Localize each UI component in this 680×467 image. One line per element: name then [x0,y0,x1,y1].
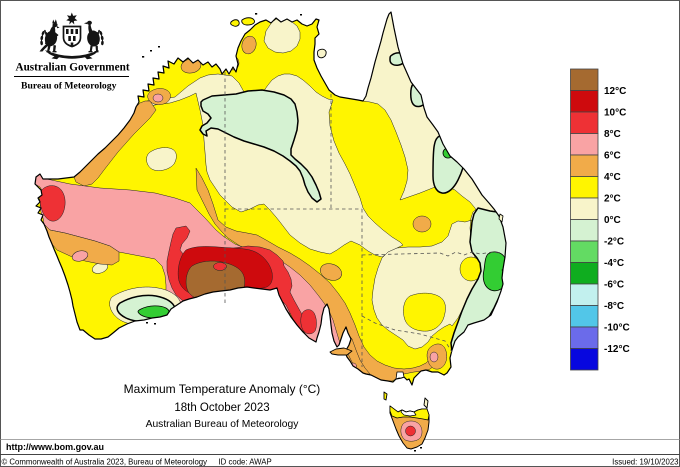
svg-text:2°C: 2°C [604,194,621,205]
svg-text:© Commonwealth of Australia 20: © Commonwealth of Australia 2023, Bureau… [2,458,208,467]
svg-text:18th October 2023: 18th October 2023 [174,402,269,414]
svg-text:-2°C: -2°C [604,237,624,248]
svg-text:Maximum Temperature Anomaly (°: Maximum Temperature Anomaly (°C) [124,382,321,396]
svg-text:Australian Government: Australian Government [16,62,130,74]
svg-text:Australian Bureau of Meteorolo: Australian Bureau of Meteorology [146,419,300,430]
svg-text:8°C: 8°C [604,129,621,140]
svg-text:10°C: 10°C [604,108,626,119]
svg-text:Bureau of Meteorology: Bureau of Meteorology [21,81,117,92]
svg-text:-4°C: -4°C [604,258,624,269]
svg-text:-10°C: -10°C [604,323,630,334]
svg-text:ID code: AWAP: ID code: AWAP [219,458,272,467]
svg-text:-12°C: -12°C [604,344,630,355]
svg-text:Issued: 19/10/2023: Issued: 19/10/2023 [612,458,678,467]
svg-text:4°C: 4°C [604,172,621,183]
svg-text:12°C: 12°C [604,86,626,97]
svg-text:-6°C: -6°C [604,280,624,291]
svg-text:-8°C: -8°C [604,301,624,312]
svg-text:http://www.bom.gov.au: http://www.bom.gov.au [6,442,104,452]
svg-text:6°C: 6°C [604,151,621,162]
svg-text:0°C: 0°C [604,215,621,226]
